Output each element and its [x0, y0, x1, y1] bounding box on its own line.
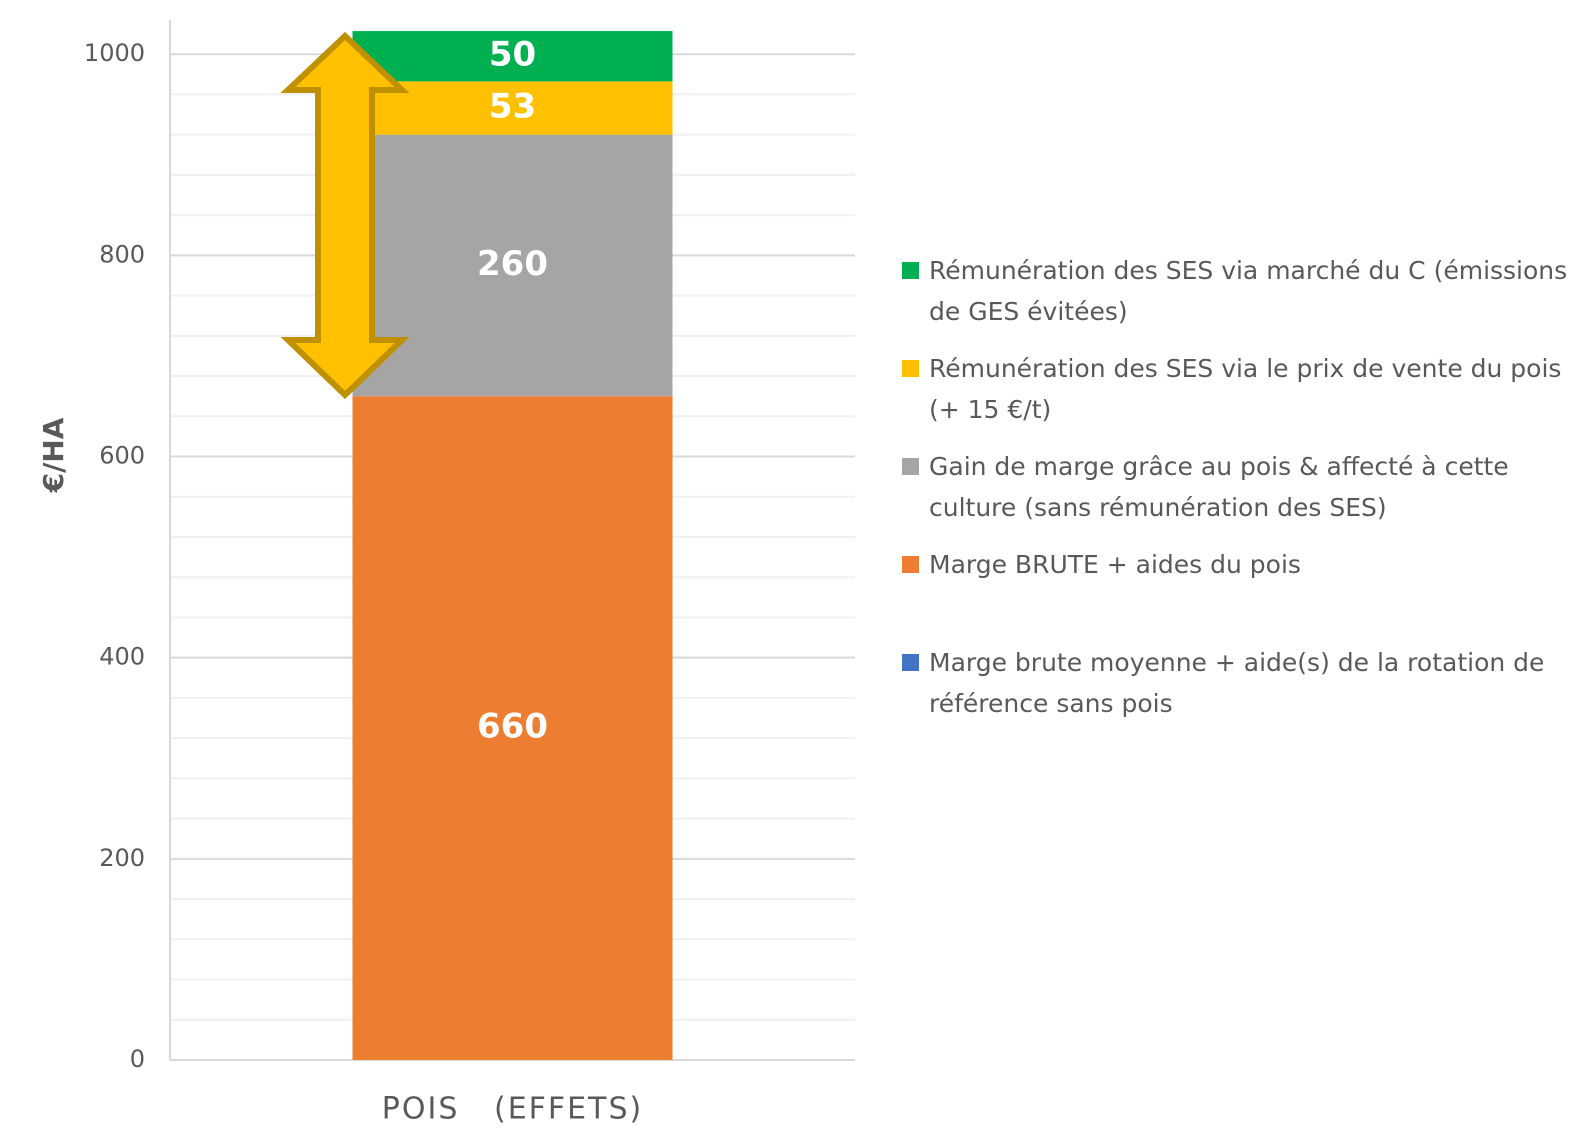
legend-swatch — [902, 654, 919, 671]
y-tick-label: 800 — [99, 240, 145, 268]
y-axis-label: €/HA — [37, 417, 70, 493]
legend-item: Rémunération des SES via le prix de vent… — [902, 348, 1572, 446]
y-tick-label: 1000 — [84, 39, 145, 67]
data-label: 50 — [489, 35, 536, 75]
legend-swatch — [902, 262, 919, 279]
legend-item: Marge BRUTE + aides du pois — [902, 544, 1572, 642]
legend-swatch — [902, 360, 919, 377]
data-label: 53 — [489, 87, 536, 127]
legend-item: Gain de marge grâce au pois & affecté à … — [902, 446, 1572, 544]
bar-segment — [352, 31, 673, 82]
legend-label: Gain de marge grâce au pois & affecté à … — [929, 452, 1509, 522]
legend-swatch — [902, 556, 919, 573]
legend-label: Rémunération des SES via le prix de vent… — [929, 354, 1562, 424]
y-tick-label: 400 — [99, 643, 145, 671]
legend-label: Marge brute moyenne + aide(s) de la rota… — [929, 648, 1545, 718]
bar-segment — [352, 396, 673, 1060]
x-tick-label: POIS (EFFETS) — [382, 1092, 643, 1127]
legend-item: Marge brute moyenne + aide(s) de la rota… — [902, 642, 1572, 740]
legend-label: Rémunération des SES via marché du C (ém… — [929, 256, 1568, 326]
legend: Rémunération des SES via marché du C (ém… — [902, 250, 1572, 740]
legend-item: Rémunération des SES via marché du C (ém… — [902, 250, 1572, 348]
bar-segment — [352, 134, 673, 397]
y-tick-label: 0 — [130, 1045, 145, 1073]
legend-swatch — [902, 458, 919, 475]
data-label: 660 — [477, 707, 548, 747]
y-tick-label: 600 — [99, 442, 145, 470]
data-label: 260 — [477, 244, 548, 284]
y-tick-label: 200 — [99, 844, 145, 872]
legend-label: Marge BRUTE + aides du pois — [929, 550, 1301, 579]
double-arrow — [280, 31, 410, 400]
